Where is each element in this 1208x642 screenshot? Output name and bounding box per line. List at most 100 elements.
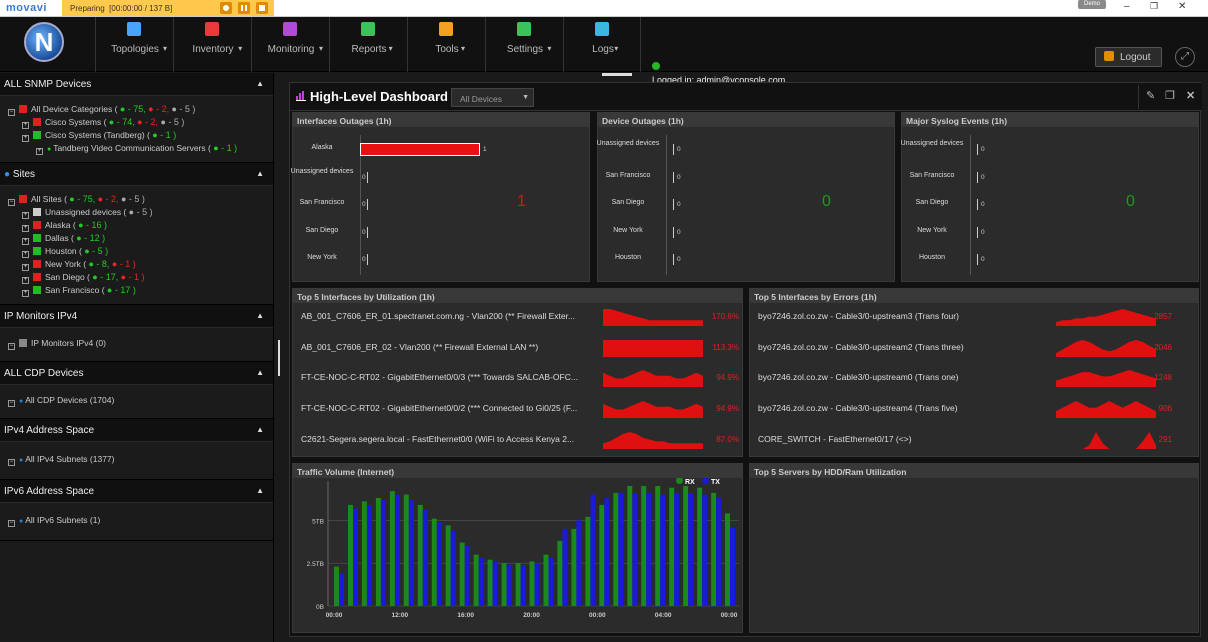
restore-icon[interactable]: ❐	[1165, 90, 1175, 102]
nav-topologies[interactable]: Topologies ▾	[95, 17, 173, 72]
outage-bar[interactable]	[977, 199, 978, 210]
sidebar-section-cdp[interactable]: ALL CDP Devices ▲	[0, 362, 273, 385]
tree-item[interactable]: − ● All CDP Devices (1704)	[0, 395, 273, 408]
expand-icon[interactable]: +	[22, 264, 29, 271]
expand-icon[interactable]: +	[22, 290, 29, 297]
close-icon[interactable]: ✕	[1178, 1, 1187, 12]
nav-monitoring[interactable]: Monitoring ▾	[251, 17, 329, 72]
nav-reports[interactable]: Reports ▾	[329, 17, 407, 72]
expand-icon[interactable]: +	[22, 212, 29, 219]
category-label: San Francisco	[909, 171, 955, 179]
app-logo[interactable]: N	[24, 22, 64, 62]
sidebar-section-ipmon[interactable]: IP Monitors IPv4 ▲	[0, 305, 273, 328]
expand-icon[interactable]: +	[22, 238, 29, 245]
expand-icon[interactable]: +	[22, 122, 29, 129]
tree-item[interactable]: + ● Tandberg Video Communication Servers …	[0, 143, 273, 156]
tree-item[interactable]: + New York ( ● - 8, ● - 1 )	[0, 259, 273, 272]
list-item[interactable]: AB_001_C7606_ER_01.spectranet.com.ng - V…	[301, 311, 576, 321]
tree-item[interactable]: + Cisco Systems ( ● - 74, ● - 2, ● - 5 )	[0, 117, 273, 130]
outage-bar[interactable]	[977, 144, 978, 155]
category-label: San Francisco	[605, 171, 651, 179]
list-item[interactable]: byo7246.zol.co.zw - Cable3/0-upstream2 (…	[758, 341, 964, 352]
minimize-icon[interactable]: –	[1124, 1, 1130, 12]
outage-bar[interactable]	[367, 226, 368, 238]
recorder-stop-button[interactable]	[256, 2, 268, 14]
outage-bar[interactable]	[360, 143, 480, 156]
device-filter-select[interactable]: All Devices ▼	[451, 88, 534, 107]
nav-settings[interactable]: Settings ▾	[485, 17, 563, 72]
expand-icon[interactable]: −	[8, 459, 15, 466]
outage-bar[interactable]	[673, 226, 674, 238]
expand-icon[interactable]: +	[22, 225, 29, 232]
list-item[interactable]: byo7246.zol.co.zw - Cable3/0-upstream3 (…	[758, 311, 959, 321]
expand-icon[interactable]: −	[8, 400, 15, 407]
tree-item[interactable]: − IP Monitors IPv4 (0)	[0, 338, 273, 351]
list-item[interactable]: AB_001_C7606_ER_02 - Vlan200 (** Firewal…	[301, 341, 539, 352]
nav-label: Settings	[506, 44, 544, 55]
x-tick-label: 00:00	[326, 612, 343, 619]
expand-icon[interactable]: −	[8, 199, 15, 206]
recorder-camera-button[interactable]	[220, 2, 232, 14]
expand-icon[interactable]: +	[22, 277, 29, 284]
sidebar-splitter[interactable]	[278, 340, 280, 376]
close-dashboard-icon[interactable]: ✕	[1186, 90, 1196, 102]
tree-item[interactable]: + Unassigned devices ( ● - 5 )	[0, 207, 273, 220]
collapse-icon[interactable]: ▲	[256, 79, 264, 88]
collapse-icon[interactable]: ▲	[256, 486, 264, 495]
logout-button[interactable]: Logout	[1095, 47, 1162, 67]
sidebar-section-ipv6[interactable]: IPv6 Address Space ▲	[0, 480, 273, 503]
expand-icon[interactable]: −	[8, 520, 15, 527]
outage-bar[interactable]	[673, 199, 674, 210]
collapse-icon[interactable]: ▲	[256, 311, 264, 320]
nav-tools[interactable]: Tools ▾	[407, 17, 485, 72]
globe-icon: ●	[4, 169, 13, 180]
maximize-icon[interactable]: ❐	[1150, 1, 1159, 11]
recorder-pause-button[interactable]	[238, 2, 250, 14]
tree-item[interactable]: + San Diego ( ● - 17, ● - 1 )	[0, 272, 273, 285]
outage-bar[interactable]	[673, 144, 674, 155]
sidebar-section-ipv4[interactable]: IPv4 Address Space ▲	[0, 419, 273, 442]
collapse-icon[interactable]: ▲	[256, 169, 264, 178]
collapse-icon[interactable]: ▲	[256, 368, 264, 377]
outage-bar[interactable]	[977, 226, 978, 238]
expand-icon[interactable]: +	[36, 148, 43, 155]
expand-icon[interactable]: +	[22, 251, 29, 258]
list-item[interactable]: C2621-Segera.segera.local - FastEthernet…	[301, 433, 575, 444]
attach-icon[interactable]: ✎	[1146, 90, 1156, 102]
list-item[interactable]: CORE_SWITCH - FastEthernet0/17 (<>)	[758, 433, 912, 444]
outage-bar[interactable]	[367, 171, 368, 183]
syslog-events-panel: Major Syslog Events (1h) Unassigned devi…	[901, 112, 1199, 282]
sidebar-section-sites[interactable]: ● Sites ▲	[0, 163, 273, 186]
list-item[interactable]: byo7246.zol.co.zw - Cable3/0-upstream4 (…	[758, 403, 958, 414]
tree-item[interactable]: − All Sites ( ● - 75, ● - 2, ● - 5 )	[0, 194, 273, 207]
outage-bar[interactable]	[977, 171, 978, 183]
expand-icon[interactable]: −	[8, 109, 15, 116]
fullscreen-icon[interactable]: ⤢	[1175, 47, 1195, 67]
tree-item[interactable]: + Houston ( ● - 5 )	[0, 246, 273, 259]
tree-item[interactable]: + San Francisco ( ● - 17 )	[0, 285, 273, 298]
list-item[interactable]: FT-CE-NOC-C-RT02 - GigabitEthernet0/0/3 …	[301, 372, 578, 383]
bar-value: 0	[362, 256, 366, 263]
list-item[interactable]: FT-CE-NOC-C-RT02 - GigabitEthernet0/0/2 …	[301, 403, 578, 414]
expand-icon[interactable]: −	[8, 343, 15, 350]
tree-item[interactable]: − ● All IPv6 Subnets (1)	[0, 515, 273, 528]
expand-icon[interactable]: +	[22, 135, 29, 142]
outage-bar[interactable]	[367, 254, 368, 265]
outage-bar[interactable]	[367, 199, 368, 210]
tree-item[interactable]: + Cisco Systems (Tandberg) ( ● - 1 )	[0, 130, 273, 143]
traffic-bar-tx	[408, 499, 414, 606]
outage-bar[interactable]	[673, 171, 674, 183]
tree-item[interactable]: + Alaska ( ● - 16 )	[0, 220, 273, 233]
list-item[interactable]: byo7246.zol.co.zw - Cable3/0-upstream0 (…	[758, 372, 959, 383]
nav-logs[interactable]: Logs ▾	[563, 17, 641, 72]
collapse-icon[interactable]: ▲	[256, 425, 264, 434]
nav-inventory[interactable]: Inventory ▾	[173, 17, 251, 72]
outage-bar[interactable]	[673, 254, 674, 265]
outage-bar[interactable]	[977, 254, 978, 265]
sidebar-tree: − ● All IPv4 Subnets (1377)	[0, 442, 273, 480]
tree-item[interactable]: + Dallas ( ● - 12 )	[0, 233, 273, 246]
tree-item[interactable]: − All Device Categories ( ● - 75, ● - 2, …	[0, 104, 273, 117]
sidebar-section-snmp[interactable]: ALL SNMP Devices ▲	[0, 73, 273, 96]
sparkline-area	[603, 401, 703, 419]
tree-item[interactable]: − ● All IPv4 Subnets (1377)	[0, 454, 273, 467]
